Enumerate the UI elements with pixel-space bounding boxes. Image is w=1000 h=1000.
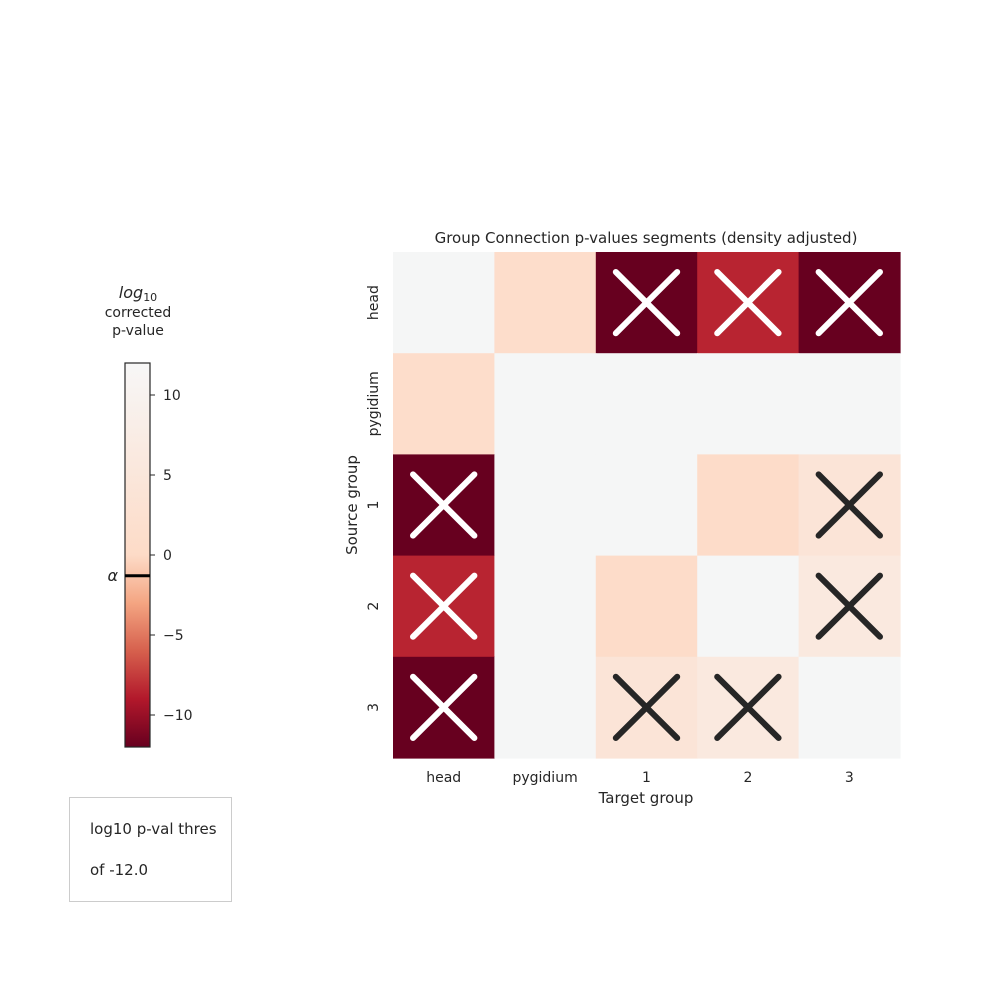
x-tick-label: pygidium [512,770,577,786]
significance-cross-mark [612,269,681,337]
legend-line-1: log10 p-val thres [90,820,217,838]
significance-cross-mark [410,673,478,741]
heatmap-cell [595,353,698,455]
x-tick-labels: head pygidium 1 2 3 [426,770,854,786]
chart-title: Group Connection p-values segments (dens… [435,229,858,247]
heatmap-cell [595,555,698,658]
heatmap-cell [494,252,597,354]
colorbar-tick-label: −10 [163,708,193,724]
cross-stroke [410,673,478,741]
colorbar-tick-label: 5 [163,468,172,484]
significance-cross-mark [410,471,478,539]
legend-line-2: of -12.0 [90,861,149,879]
colorbar-title-log-text: log [119,283,143,302]
cross-stroke [815,471,883,539]
y-tick-label: 1 [366,501,382,510]
heatmap-cell [697,454,800,557]
significance-cross-mark [714,269,782,337]
heatmap-cell [494,555,597,658]
heatmap-cell [494,353,597,455]
colorbar-title-sub: 10 [143,291,157,304]
colorbar-tick-label: 0 [163,548,172,564]
x-axis-label: Target group [598,789,694,807]
significance-cross-mark [815,572,883,640]
heatmap-cell [798,656,901,759]
cross-stroke [714,269,782,337]
heatmap-cell [798,353,901,455]
cross-stroke [815,572,883,640]
heatmap-cell [697,555,800,658]
x-tick-label: head [426,770,461,786]
heatmap-cell [393,252,495,354]
alpha-label: α [107,566,118,585]
heatmap-cell [494,656,597,759]
colorbar-title-log: log10 [119,283,157,304]
y-tick-label: pygidium [366,371,382,436]
significance-cross-mark [410,572,478,640]
cross-stroke [714,673,782,741]
significance-cross-mark [815,269,883,337]
y-tick-label: 2 [366,602,382,611]
heatmap-cell [494,454,597,557]
colorbar-title-line2: corrected [105,305,172,321]
colorbar-title-line3: p-value [112,323,164,339]
heatmap-grid [393,252,901,759]
y-tick-label: head [366,285,382,320]
significance-cross-mark [612,673,681,741]
y-tick-label: 3 [366,703,382,712]
cross-stroke [410,471,478,539]
heatmap-cell [697,353,800,455]
colorbar-ticks: 10 5 0 −5 −10 [150,388,193,724]
cross-stroke [612,673,681,741]
y-axis-label: Source group [343,455,361,555]
significance-cross-mark [714,673,782,741]
x-tick-label: 1 [642,770,651,786]
x-tick-label: 2 [743,770,752,786]
colorbar [124,362,151,748]
significance-cross-mark [815,471,883,539]
y-tick-labels: head pygidium 1 2 3 [366,285,382,712]
cross-stroke [612,269,681,337]
heatmap-cell [595,454,698,557]
colorbar-tick-label: −5 [163,628,184,644]
heatmap-cell [393,353,495,455]
cross-stroke [410,572,478,640]
colorbar-tick-label: 10 [163,388,181,404]
threshold-legend-box: log10 p-val thres of -12.0 [69,797,232,902]
x-tick-label: 3 [845,770,854,786]
cross-stroke [815,269,883,337]
colorbar-gradient [124,362,151,748]
